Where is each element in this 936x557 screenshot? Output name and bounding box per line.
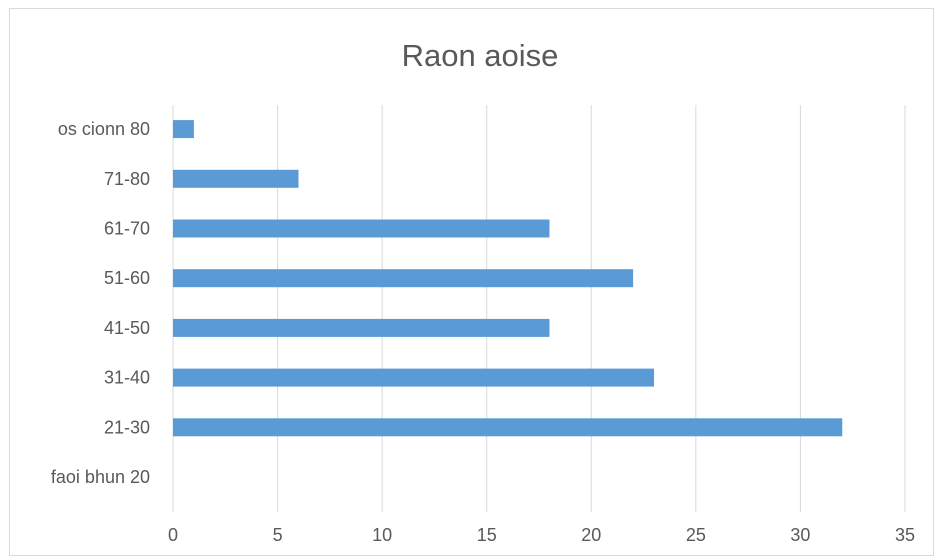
bar-61-70 xyxy=(173,219,550,238)
value-axis-labels: 0 5 10 15 20 25 30 35 xyxy=(168,525,915,545)
gridlines xyxy=(172,105,906,512)
category-label-51-60: 51-60 xyxy=(104,268,150,288)
category-label-71-80: 71-80 xyxy=(104,169,150,189)
category-label-61-70: 61-70 xyxy=(104,219,150,239)
category-axis-labels: faoi bhun 20 21-30 31-40 41-50 51-60 61-70 71-… xyxy=(51,119,150,487)
category-label-41-50: 41-50 xyxy=(104,318,150,338)
bar-31-40 xyxy=(173,368,655,387)
bars xyxy=(173,120,843,437)
x-tick-label-10: 10 xyxy=(372,525,392,545)
x-tick-label-20: 20 xyxy=(581,525,601,545)
x-tick-label-35: 35 xyxy=(895,525,915,545)
x-tick-label-5: 5 xyxy=(273,525,283,545)
x-tick-label-25: 25 xyxy=(686,525,706,545)
category-label-os-cionn-80: os cionn 80 xyxy=(58,119,150,139)
x-tick-label-0: 0 xyxy=(168,525,178,545)
bar-51-60 xyxy=(173,269,634,288)
bar-71-80 xyxy=(173,169,299,188)
bar-41-50 xyxy=(173,318,550,337)
bar-21-30 xyxy=(173,418,843,437)
x-tick-label-30: 30 xyxy=(790,525,810,545)
category-label-faoi-bhun-20: faoi bhun 20 xyxy=(51,467,150,487)
bar-os-cionn-80 xyxy=(173,120,194,139)
chart-title: Raon aoise xyxy=(402,38,559,73)
category-label-21-30: 21-30 xyxy=(104,417,150,437)
category-label-31-40: 31-40 xyxy=(104,368,150,388)
x-tick-label-15: 15 xyxy=(477,525,497,545)
